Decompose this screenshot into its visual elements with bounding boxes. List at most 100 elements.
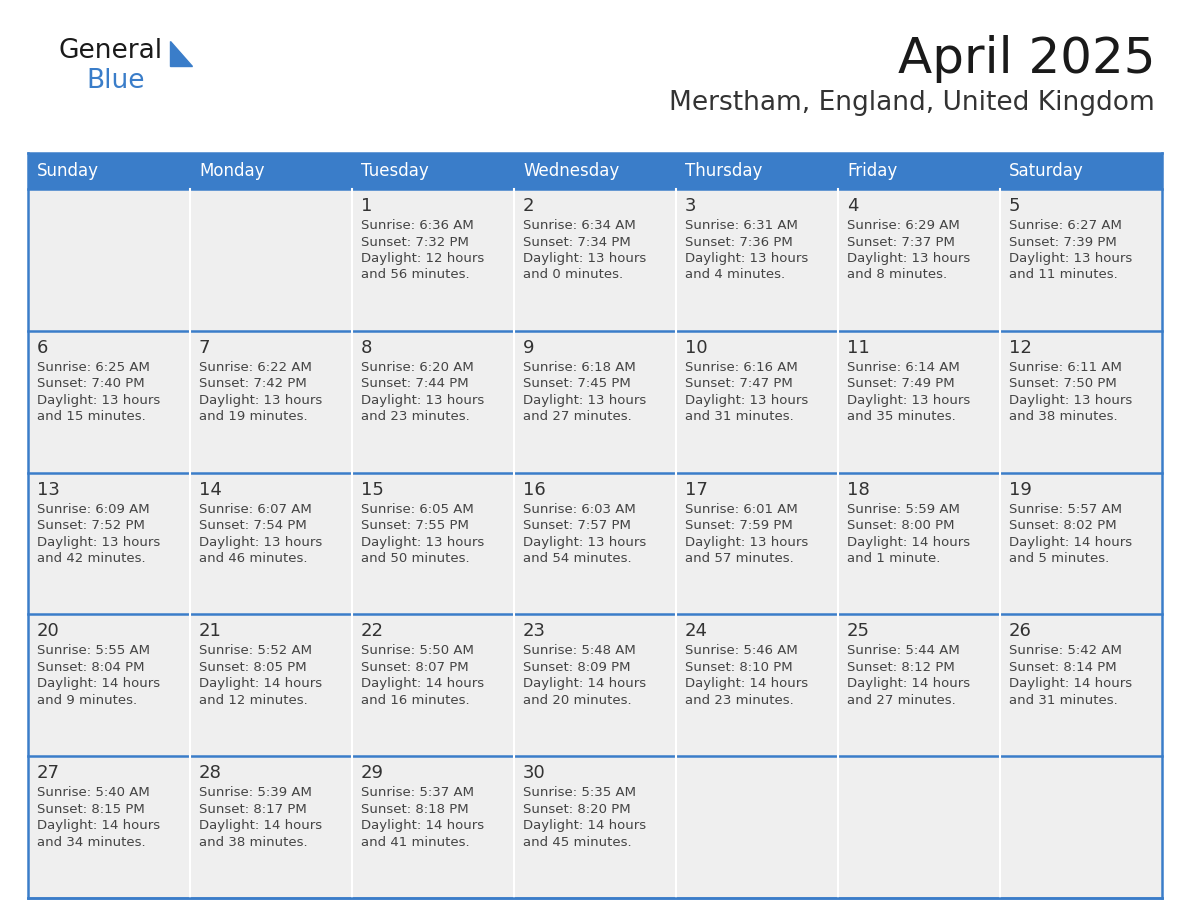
Text: Blue: Blue	[86, 68, 145, 94]
Text: 23: 23	[523, 622, 546, 641]
Text: 8: 8	[361, 339, 372, 357]
Bar	[1000, 614, 1162, 756]
Text: and 23 minutes.: and 23 minutes.	[685, 694, 794, 707]
Text: and 8 minutes.: and 8 minutes.	[847, 268, 947, 282]
Text: and 1 minute.: and 1 minute.	[847, 552, 941, 565]
Text: Sunset: 7:44 PM: Sunset: 7:44 PM	[361, 377, 468, 390]
Text: Sunset: 7:34 PM: Sunset: 7:34 PM	[523, 236, 631, 249]
Text: Sunrise: 6:18 AM: Sunrise: 6:18 AM	[523, 361, 636, 374]
Text: Monday: Monday	[200, 162, 265, 180]
Bar	[676, 189, 838, 330]
Polygon shape	[170, 41, 192, 66]
Text: Sunrise: 5:48 AM: Sunrise: 5:48 AM	[523, 644, 636, 657]
Bar	[838, 330, 1000, 473]
Text: 22: 22	[361, 622, 384, 641]
Text: Sunset: 8:00 PM: Sunset: 8:00 PM	[847, 519, 954, 532]
Text: Sunrise: 6:03 AM: Sunrise: 6:03 AM	[523, 502, 636, 516]
Bar	[514, 473, 676, 614]
Text: Sunrise: 5:50 AM: Sunrise: 5:50 AM	[361, 644, 474, 657]
Bar	[29, 189, 190, 330]
Bar	[352, 330, 514, 473]
Text: Sunset: 8:20 PM: Sunset: 8:20 PM	[523, 802, 631, 816]
Bar	[676, 614, 838, 756]
Text: Sunrise: 5:46 AM: Sunrise: 5:46 AM	[685, 644, 798, 657]
Text: 29: 29	[361, 764, 384, 782]
Bar	[1000, 330, 1162, 473]
Bar	[1000, 189, 1162, 330]
Text: Sunset: 8:18 PM: Sunset: 8:18 PM	[361, 802, 468, 816]
Text: and 11 minutes.: and 11 minutes.	[1009, 268, 1118, 282]
Text: 1: 1	[361, 197, 372, 215]
Text: and 54 minutes.: and 54 minutes.	[523, 552, 632, 565]
Text: Sunrise: 5:35 AM: Sunrise: 5:35 AM	[523, 786, 636, 800]
Text: Daylight: 13 hours: Daylight: 13 hours	[1009, 252, 1132, 265]
Text: Daylight: 13 hours: Daylight: 13 hours	[847, 252, 971, 265]
Text: Sunset: 7:45 PM: Sunset: 7:45 PM	[523, 377, 631, 390]
Bar	[190, 756, 352, 898]
Text: and 50 minutes.: and 50 minutes.	[361, 552, 469, 565]
Bar	[29, 153, 1162, 189]
Text: Sunset: 7:54 PM: Sunset: 7:54 PM	[200, 519, 307, 532]
Text: and 38 minutes.: and 38 minutes.	[200, 835, 308, 849]
Text: Thursday: Thursday	[685, 162, 763, 180]
Bar	[1000, 473, 1162, 614]
Text: Friday: Friday	[847, 162, 897, 180]
Text: Daylight: 13 hours: Daylight: 13 hours	[685, 535, 808, 549]
Text: Sunset: 7:36 PM: Sunset: 7:36 PM	[685, 236, 792, 249]
Text: and 27 minutes.: and 27 minutes.	[523, 410, 632, 423]
Text: Daylight: 13 hours: Daylight: 13 hours	[847, 394, 971, 407]
Text: Daylight: 14 hours: Daylight: 14 hours	[361, 677, 485, 690]
Text: Sunrise: 6:27 AM: Sunrise: 6:27 AM	[1009, 219, 1121, 232]
Text: Daylight: 13 hours: Daylight: 13 hours	[685, 394, 808, 407]
Bar	[352, 614, 514, 756]
Text: 21: 21	[200, 622, 222, 641]
Text: 9: 9	[523, 339, 535, 357]
Bar	[514, 330, 676, 473]
Text: Daylight: 14 hours: Daylight: 14 hours	[523, 819, 646, 833]
Bar	[352, 473, 514, 614]
Text: Sunset: 8:12 PM: Sunset: 8:12 PM	[847, 661, 955, 674]
Text: 19: 19	[1009, 481, 1032, 498]
Bar	[676, 330, 838, 473]
Text: 25: 25	[847, 622, 870, 641]
Bar	[190, 189, 352, 330]
Bar	[190, 614, 352, 756]
Text: Daylight: 14 hours: Daylight: 14 hours	[200, 819, 322, 833]
Text: Daylight: 14 hours: Daylight: 14 hours	[361, 819, 485, 833]
Text: Sunset: 8:10 PM: Sunset: 8:10 PM	[685, 661, 792, 674]
Text: Sunset: 7:32 PM: Sunset: 7:32 PM	[361, 236, 469, 249]
Text: and 45 minutes.: and 45 minutes.	[523, 835, 632, 849]
Bar	[190, 330, 352, 473]
Text: Sunrise: 5:40 AM: Sunrise: 5:40 AM	[37, 786, 150, 800]
Text: and 46 minutes.: and 46 minutes.	[200, 552, 308, 565]
Text: Sunset: 8:02 PM: Sunset: 8:02 PM	[1009, 519, 1117, 532]
Text: and 27 minutes.: and 27 minutes.	[847, 694, 956, 707]
Text: 16: 16	[523, 481, 545, 498]
Text: and 5 minutes.: and 5 minutes.	[1009, 552, 1110, 565]
Text: Sunset: 7:50 PM: Sunset: 7:50 PM	[1009, 377, 1117, 390]
Text: Sunset: 8:04 PM: Sunset: 8:04 PM	[37, 661, 145, 674]
Text: Merstham, England, United Kingdom: Merstham, England, United Kingdom	[669, 90, 1155, 116]
Bar	[514, 614, 676, 756]
Text: Daylight: 14 hours: Daylight: 14 hours	[200, 677, 322, 690]
Text: 15: 15	[361, 481, 384, 498]
Text: Saturday: Saturday	[1009, 162, 1083, 180]
Text: and 42 minutes.: and 42 minutes.	[37, 552, 146, 565]
Text: and 20 minutes.: and 20 minutes.	[523, 694, 632, 707]
Text: Sunset: 7:59 PM: Sunset: 7:59 PM	[685, 519, 792, 532]
Text: Daylight: 13 hours: Daylight: 13 hours	[1009, 394, 1132, 407]
Text: Daylight: 14 hours: Daylight: 14 hours	[523, 677, 646, 690]
Text: 24: 24	[685, 622, 708, 641]
Text: Sunrise: 6:36 AM: Sunrise: 6:36 AM	[361, 219, 474, 232]
Bar	[838, 756, 1000, 898]
Bar	[514, 756, 676, 898]
Text: Sunset: 8:09 PM: Sunset: 8:09 PM	[523, 661, 631, 674]
Text: Sunrise: 6:20 AM: Sunrise: 6:20 AM	[361, 361, 474, 374]
Text: Sunrise: 6:31 AM: Sunrise: 6:31 AM	[685, 219, 798, 232]
Text: and 9 minutes.: and 9 minutes.	[37, 694, 137, 707]
Text: Sunrise: 6:14 AM: Sunrise: 6:14 AM	[847, 361, 960, 374]
Text: Sunset: 7:55 PM: Sunset: 7:55 PM	[361, 519, 469, 532]
Text: Daylight: 13 hours: Daylight: 13 hours	[361, 394, 485, 407]
Text: General: General	[58, 38, 162, 64]
Text: Wednesday: Wednesday	[523, 162, 619, 180]
